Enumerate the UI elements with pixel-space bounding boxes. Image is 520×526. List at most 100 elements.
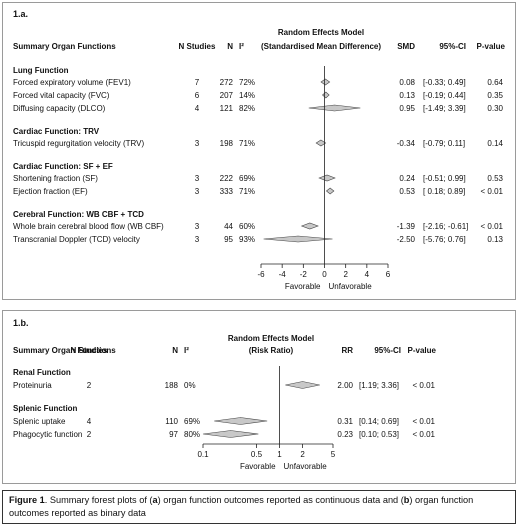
effect-value: 0.95 (399, 104, 415, 113)
outcome-label: Splenic uptake (13, 417, 66, 426)
axis-label-unfavorable: Unfavorable (284, 462, 328, 471)
ci-value: [-2.16; -0.61] (423, 222, 468, 231)
effect-diamond (285, 381, 320, 389)
x-tick-label: 2 (300, 450, 305, 459)
p-value: 0.14 (487, 139, 503, 148)
outcome-label: Phagocytic function (13, 430, 82, 439)
ci-value: [-0.51; 0.99] (423, 174, 466, 183)
i2-value: 80% (184, 430, 200, 439)
col-header-effect: SMD (397, 42, 415, 51)
p-value: < 0.01 (481, 222, 504, 231)
group-title: Renal Function (13, 368, 71, 377)
panel-label: 1.b. (13, 318, 29, 328)
forest-plot-a-svg: 1.a. Random Effects Model Summary Organ Fu… (13, 9, 506, 291)
col-header-i2: I² (184, 346, 189, 355)
n-studies-value: 4 (195, 104, 200, 113)
n-value: 222 (220, 174, 234, 183)
p-value: 0.30 (487, 104, 503, 113)
ci-value: [0.14; 0.69] (359, 417, 399, 426)
effect-diamond (214, 417, 268, 425)
outcome-label: Transcranial Doppler (TCD) velocity (13, 235, 140, 244)
effect-value: 0.24 (399, 174, 415, 183)
n-value: 207 (220, 91, 234, 100)
forest-plot-panel-b: 1.b. Random Effects Model Summary Organ Fu… (2, 310, 516, 484)
n-value: 110 (165, 417, 178, 426)
outcome-label: Forced vital capacity (FVC) (13, 91, 110, 100)
effect-value: 0.23 (337, 430, 353, 439)
figure-caption: Figure 1. Summary forest plots of (a) or… (2, 490, 516, 524)
model-title: Random Effects Model (278, 28, 364, 37)
n-value: 272 (220, 78, 234, 87)
n-value: 97 (169, 430, 178, 439)
x-tick-label: 0.5 (251, 450, 263, 459)
caption-text-3: ) organ function outcomes reported as bi… (9, 495, 474, 518)
group-title: Lung Function (13, 66, 69, 75)
x-tick-label: 2 (343, 270, 348, 279)
group-title: Cardiac Function: SF + EF (13, 162, 113, 171)
n-studies-value: 4 (87, 417, 92, 426)
col-header-n-studies: N Studies (71, 346, 108, 355)
ci-value: [ 0.18; 0.89] (423, 187, 465, 196)
n-value: 333 (220, 187, 234, 196)
n-value: 198 (220, 139, 234, 148)
col-header-n: N (172, 346, 178, 355)
outcome-label: Diffusing capacity (DLCO) (13, 104, 106, 113)
caption-text-2: ) organ function outcomes reported as co… (157, 495, 404, 505)
axis-label-favorable: Favorable (240, 462, 276, 471)
effect-value: 0.13 (399, 91, 415, 100)
caption-text-1: . Summary forest plots of ( (44, 495, 153, 505)
n-studies-value: 3 (195, 174, 200, 183)
outcome-label: Tricuspid regurgitation velocity (TRV) (13, 139, 144, 148)
ci-value: [-0.33; 0.49] (423, 78, 466, 87)
col-header-ci: 95%-CI (374, 346, 401, 355)
i2-value: 0% (184, 381, 196, 390)
ci-value: [-0.19; 0.44] (423, 91, 466, 100)
forest-plot-b-svg: 1.b. Random Effects Model Summary Organ Fu… (13, 318, 437, 471)
n-studies-value: 7 (195, 78, 200, 87)
outcome-label: Shortening fraction (SF) (13, 174, 98, 183)
group-title: Cardiac Function: TRV (13, 127, 100, 136)
effect-diamond (325, 187, 335, 195)
effect-value: 2.00 (337, 381, 353, 390)
effect-diamond (318, 174, 336, 182)
ci-value: [-0.79; 0.11] (423, 139, 465, 148)
panel-label: 1.a. (13, 9, 28, 19)
model-subtitle: (Risk Ratio) (249, 346, 294, 355)
outcome-label: Forced expiratory volume (FEV1) (13, 78, 131, 87)
col-header-n: N (227, 42, 233, 51)
effect-diamond (320, 78, 331, 86)
effect-value: -0.34 (397, 139, 416, 148)
effect-diamond (300, 222, 319, 230)
axis-label-unfavorable: Unfavorable (329, 282, 373, 291)
p-value: < 0.01 (413, 430, 436, 439)
n-studies-value: 3 (195, 222, 200, 231)
n-value: 95 (224, 235, 233, 244)
effect-value: -2.50 (397, 235, 416, 244)
i2-value: 60% (239, 222, 255, 231)
p-value: 0.13 (487, 235, 503, 244)
i2-value: 71% (239, 139, 255, 148)
n-studies-value: 3 (195, 139, 200, 148)
effect-diamond (308, 104, 361, 112)
model-title: Random Effects Model (228, 334, 314, 343)
axis-label-favorable: Favorable (285, 282, 321, 291)
col-header-outcome: Summary Organ Functions (13, 42, 116, 51)
n-studies-value: 3 (195, 187, 200, 196)
group-title: Splenic Function (13, 404, 78, 413)
n-studies-value: 2 (87, 381, 92, 390)
effect-value: 0.31 (337, 417, 353, 426)
caption-a: a (152, 495, 158, 505)
n-value: 44 (224, 222, 233, 231)
col-header-outcome: Summary Organ Functions (13, 346, 116, 355)
p-value: 0.64 (487, 78, 503, 87)
x-tick-label: 4 (365, 270, 370, 279)
i2-value: 93% (239, 235, 255, 244)
i2-value: 69% (239, 174, 255, 183)
p-value: 0.53 (487, 174, 503, 183)
effect-value: -1.39 (397, 222, 416, 231)
col-header-i2: I² (239, 42, 244, 51)
x-tick-label: 6 (386, 270, 391, 279)
x-tick-label: -6 (257, 270, 265, 279)
i2-value: 14% (239, 91, 255, 100)
p-value: < 0.01 (481, 187, 504, 196)
